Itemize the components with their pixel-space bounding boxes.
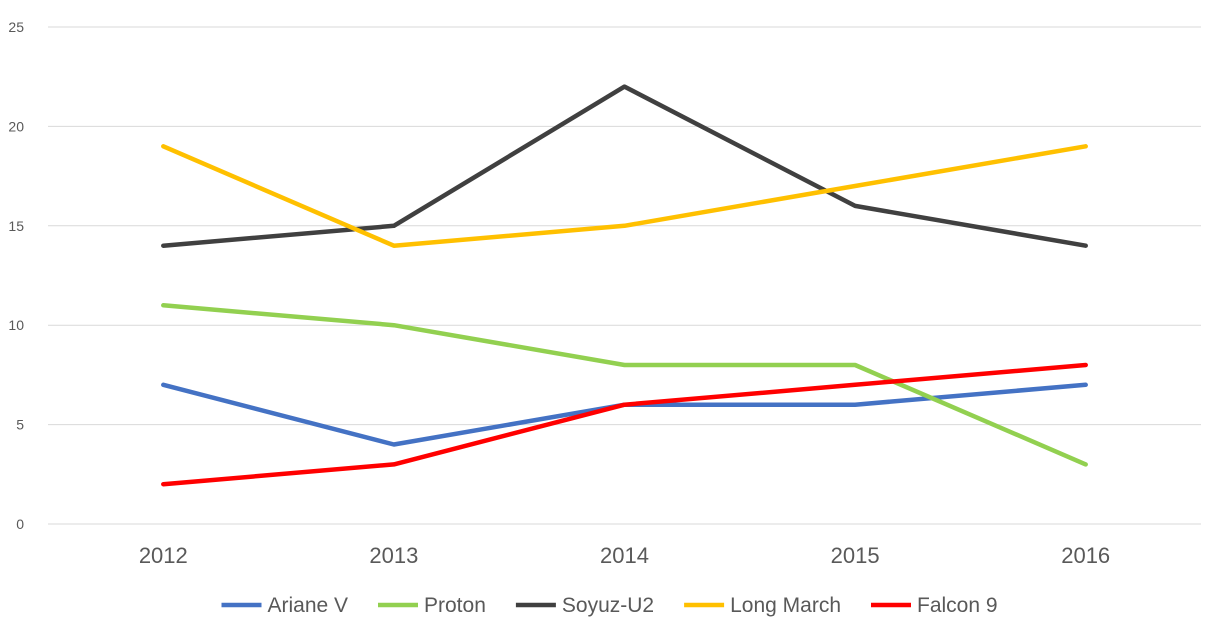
y-tick-label: 25 bbox=[8, 19, 24, 35]
legend-item: Soyuz-U2 bbox=[515, 594, 654, 617]
series-line-long-march bbox=[161, 144, 1088, 248]
y-tick-label: 15 bbox=[8, 218, 24, 234]
x-tick-label: 2016 bbox=[1061, 543, 1110, 568]
series-line-ariane-v bbox=[161, 382, 1088, 447]
x-tick-label: 2015 bbox=[831, 543, 880, 568]
y-tick-label: 5 bbox=[16, 417, 24, 433]
x-axis-ticks: 2012 2013 2014 2015 2016 bbox=[139, 543, 1110, 568]
legend-item: Long March bbox=[684, 594, 841, 617]
legend-label: Proton bbox=[424, 594, 486, 617]
y-tick-label: 20 bbox=[8, 118, 24, 134]
y-tick-label: 10 bbox=[8, 317, 24, 333]
legend-label: Soyuz-U2 bbox=[562, 594, 654, 617]
x-tick-label: 2014 bbox=[600, 543, 649, 568]
series-lines bbox=[161, 84, 1088, 487]
legend-label: Falcon 9 bbox=[917, 594, 998, 617]
x-tick-label: 2012 bbox=[139, 543, 188, 568]
legend-item: Falcon 9 bbox=[871, 594, 998, 617]
y-tick-label: 0 bbox=[16, 516, 24, 532]
series-line-falcon-9 bbox=[161, 362, 1088, 487]
legend-label: Long March bbox=[730, 594, 841, 617]
legend-item: Ariane V bbox=[221, 594, 349, 617]
y-axis-ticks: 0 5 10 15 20 25 bbox=[8, 19, 24, 532]
series-line-proton bbox=[161, 303, 1088, 467]
legend-label: Ariane V bbox=[268, 594, 349, 617]
legend-item: Proton bbox=[378, 594, 486, 617]
series-line-soyuz-u2 bbox=[161, 84, 1088, 248]
legend: Ariane V Proton Soyuz-U2 Long March Falcon 9 bbox=[221, 594, 998, 617]
gridlines bbox=[48, 26, 1201, 525]
x-tick-label: 2013 bbox=[369, 543, 418, 568]
